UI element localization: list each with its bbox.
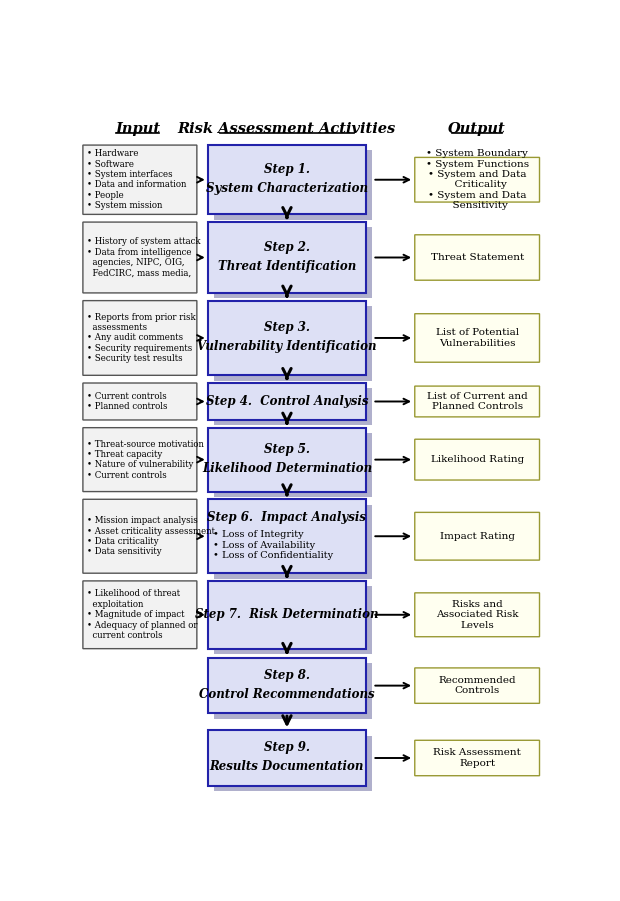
Text: Step 1.: Step 1. (264, 163, 310, 176)
FancyBboxPatch shape (83, 301, 197, 376)
Bar (214, 505, 371, 578)
FancyBboxPatch shape (83, 222, 197, 293)
FancyBboxPatch shape (415, 439, 539, 480)
FancyBboxPatch shape (208, 428, 366, 492)
Text: • Mission impact analysis
• Asset criticality assessment
• Data criticality
• Da: • Mission impact analysis • Asset critic… (87, 516, 215, 556)
Text: Step 8.: Step 8. (264, 669, 310, 682)
Text: Likelihood Rating: Likelihood Rating (430, 455, 524, 464)
FancyBboxPatch shape (83, 383, 197, 420)
FancyBboxPatch shape (83, 145, 197, 214)
Text: System Characterization: System Characterization (206, 182, 368, 195)
Bar (214, 587, 371, 654)
FancyBboxPatch shape (415, 593, 539, 637)
FancyBboxPatch shape (208, 499, 366, 573)
Text: Threat Statement: Threat Statement (430, 253, 524, 262)
FancyBboxPatch shape (208, 731, 366, 786)
FancyBboxPatch shape (415, 387, 539, 417)
Text: Step 3.: Step 3. (264, 321, 310, 334)
FancyBboxPatch shape (83, 428, 197, 492)
Text: Risk Assessment
Report: Risk Assessment Report (433, 749, 521, 768)
Text: • Current controls
• Planned controls: • Current controls • Planned controls (87, 392, 167, 411)
Text: List of Current and
Planned Controls: List of Current and Planned Controls (427, 392, 528, 411)
Text: Impact Rating: Impact Rating (440, 532, 515, 541)
FancyBboxPatch shape (208, 301, 366, 376)
Text: • System Boundary
• System Functions
• System and Data
  Criticality
• System an: • System Boundary • System Functions • S… (425, 150, 529, 210)
Text: Step 2.: Step 2. (264, 241, 310, 254)
Text: Recommended
Controls: Recommended Controls (438, 676, 516, 696)
Text: • Loss of Integrity
• Loss of Availability
• Loss of Confidentiality: • Loss of Integrity • Loss of Availabili… (213, 531, 333, 560)
FancyBboxPatch shape (208, 581, 366, 649)
Text: Likelihood Determination: Likelihood Determination (202, 462, 372, 475)
FancyBboxPatch shape (415, 741, 539, 776)
FancyBboxPatch shape (208, 658, 366, 714)
FancyBboxPatch shape (83, 581, 197, 649)
Bar (214, 736, 371, 791)
Text: Control Recommendations: Control Recommendations (199, 688, 374, 701)
Text: Step 5.: Step 5. (264, 442, 310, 456)
Text: • Hardware
• Software
• System interfaces
• Data and information
• People
• Syst: • Hardware • Software • System interface… (87, 150, 186, 210)
Text: Risks and
Associated Risk
Levels: Risks and Associated Risk Levels (436, 600, 518, 630)
Text: Step 7.  Risk Determination: Step 7. Risk Determination (195, 608, 379, 622)
Text: Results Documentation: Results Documentation (210, 760, 364, 773)
Text: Step 9.: Step 9. (264, 742, 310, 754)
Bar (214, 388, 371, 425)
Text: Risk Assessment Activities: Risk Assessment Activities (178, 122, 396, 136)
FancyBboxPatch shape (415, 668, 539, 704)
FancyBboxPatch shape (415, 235, 539, 280)
Text: List of Potential
Vulnerabilities: List of Potential Vulnerabilities (436, 328, 519, 348)
Text: Step 6.  Impact Analysis: Step 6. Impact Analysis (208, 511, 366, 524)
FancyBboxPatch shape (415, 513, 539, 560)
Text: Threat Identification: Threat Identification (218, 259, 356, 273)
FancyBboxPatch shape (208, 145, 366, 214)
Bar (214, 150, 371, 220)
FancyBboxPatch shape (83, 499, 197, 573)
FancyBboxPatch shape (415, 158, 539, 202)
FancyBboxPatch shape (208, 383, 366, 420)
FancyBboxPatch shape (415, 314, 539, 362)
FancyBboxPatch shape (208, 222, 366, 293)
Bar (214, 306, 371, 381)
Bar (214, 227, 371, 298)
Text: Output: Output (448, 122, 506, 136)
Text: Step 4.  Control Analysis: Step 4. Control Analysis (206, 395, 368, 408)
Text: • History of system attack
• Data from intelligence
  agencies, NIPC, OIG,
  Fed: • History of system attack • Data from i… (87, 237, 200, 278)
Text: • Threat-source motivation
• Threat capacity
• Nature of vulnerability
• Current: • Threat-source motivation • Threat capa… (87, 440, 203, 479)
Bar (214, 433, 371, 497)
Text: • Likelihood of threat
  exploitation
• Magnitude of impact
• Adequacy of planne: • Likelihood of threat exploitation • Ma… (87, 589, 197, 640)
Text: • Reports from prior risk
  assessments
• Any audit comments
• Security requirem: • Reports from prior risk assessments • … (87, 313, 195, 363)
Bar (214, 663, 371, 719)
Text: Vulnerability Identification: Vulnerability Identification (197, 341, 377, 353)
Text: Input: Input (115, 122, 160, 136)
